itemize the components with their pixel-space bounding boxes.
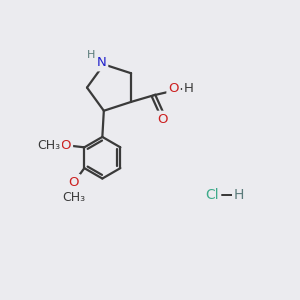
Text: H: H xyxy=(184,82,194,95)
Text: CH₃: CH₃ xyxy=(38,139,61,152)
Text: O: O xyxy=(168,82,179,95)
Text: N: N xyxy=(97,56,106,69)
Text: CH₃: CH₃ xyxy=(62,191,86,204)
Text: Cl: Cl xyxy=(205,188,219,202)
Text: O: O xyxy=(69,176,79,189)
Text: H: H xyxy=(87,50,95,60)
Text: O: O xyxy=(157,112,168,126)
Text: H: H xyxy=(233,188,244,202)
Text: O: O xyxy=(61,139,71,152)
